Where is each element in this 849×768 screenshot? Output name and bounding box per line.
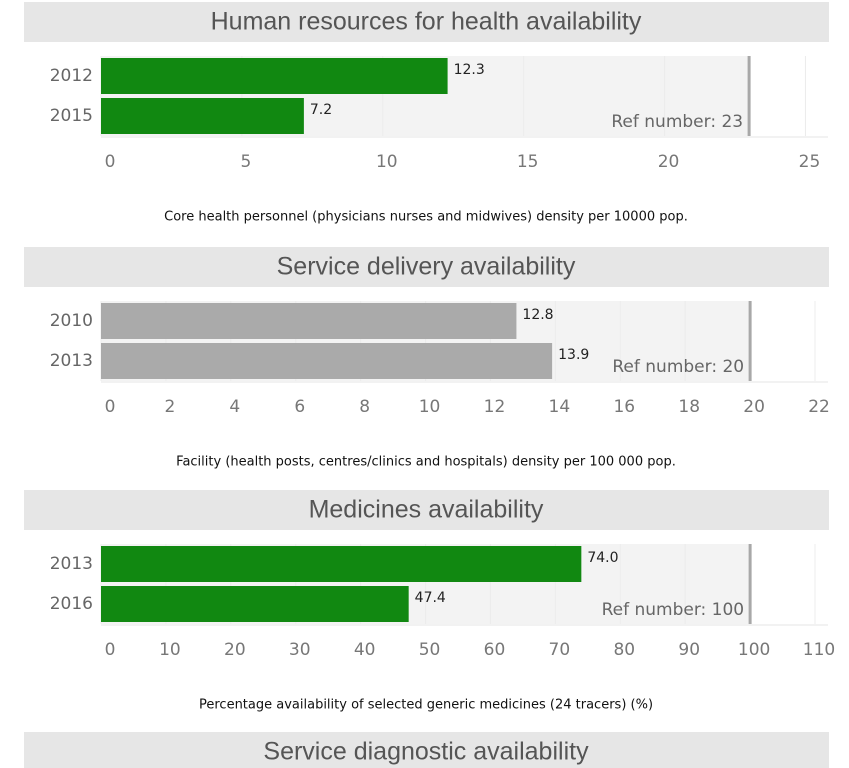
caption: Facility (health posts, centres/clinics … [176, 455, 676, 470]
x-tick-label: 20 [224, 640, 246, 660]
bar [101, 343, 553, 379]
x-tick-label: 90 [678, 640, 700, 660]
x-tick-label: 40 [354, 640, 376, 660]
bar [101, 586, 409, 622]
section-title: Medicines availability [309, 496, 544, 524]
y-tick-label: 2013 [50, 554, 93, 574]
x-tick-label: 4 [229, 397, 240, 417]
x-tick-label: 0 [105, 640, 116, 660]
x-tick-label: 70 [549, 640, 571, 660]
x-tick-label: 15 [517, 152, 539, 172]
bar [101, 546, 582, 582]
x-tick-label: 60 [484, 640, 506, 660]
x-tick-label: 25 [799, 152, 821, 172]
caption: Core health personnel (physicians nurses… [164, 210, 688, 225]
y-tick-label: 2016 [50, 594, 93, 614]
x-tick-label: 30 [289, 640, 311, 660]
x-tick-label: 20 [743, 397, 765, 417]
x-tick-label: 5 [240, 152, 251, 172]
x-tick-label: 12 [484, 397, 506, 417]
x-tick-label: 20 [658, 152, 680, 172]
section-header [24, 247, 829, 287]
y-tick-label: 2010 [50, 311, 93, 331]
x-tick-label: 0 [105, 397, 116, 417]
data-label: 74.0 [587, 550, 618, 566]
section-header [24, 732, 829, 768]
x-tick-label: 0 [105, 152, 116, 172]
x-tick-label: 110 [803, 640, 835, 660]
bar [101, 58, 448, 94]
section-header [24, 490, 829, 530]
section-title: Human resources for health availability [211, 8, 642, 36]
x-tick-label: 18 [678, 397, 700, 417]
section-header [24, 2, 829, 42]
x-tick-label: 80 [613, 640, 635, 660]
bar [101, 303, 517, 339]
x-tick-label: 10 [159, 640, 181, 660]
data-label: 13.9 [558, 347, 589, 363]
reference-label: Ref number: 100 [602, 600, 745, 620]
caption: Percentage availability of selected gene… [199, 698, 653, 713]
x-tick-label: 2 [164, 397, 175, 417]
y-tick-label: 2012 [50, 66, 93, 86]
data-label: 7.2 [310, 102, 332, 118]
data-label: 47.4 [415, 590, 446, 606]
x-tick-label: 8 [359, 397, 370, 417]
y-tick-label: 2013 [50, 351, 93, 371]
x-tick-label: 14 [549, 397, 571, 417]
data-label: 12.3 [454, 62, 485, 78]
x-tick-label: 10 [419, 397, 441, 417]
section-title: Service delivery availability [277, 253, 576, 281]
x-tick-label: 50 [419, 640, 441, 660]
data-label: 12.8 [522, 307, 553, 323]
x-tick-label: 22 [808, 397, 830, 417]
bar [101, 98, 304, 134]
reference-label: Ref number: 23 [611, 112, 743, 132]
y-tick-label: 2015 [50, 106, 93, 126]
x-tick-label: 10 [376, 152, 398, 172]
x-tick-label: 16 [613, 397, 635, 417]
reference-label: Ref number: 20 [612, 357, 744, 377]
section-title: Service diagnostic availability [263, 738, 589, 766]
x-tick-label: 6 [294, 397, 305, 417]
x-tick-label: 100 [738, 640, 770, 660]
